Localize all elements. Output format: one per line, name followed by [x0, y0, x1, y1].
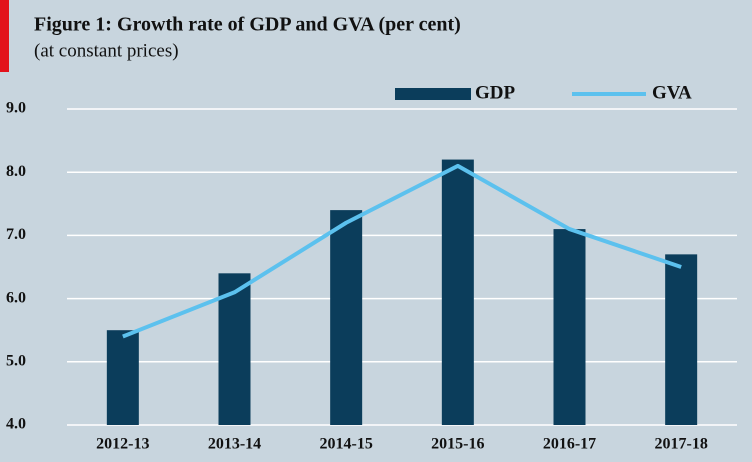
x-tick-label: 2012-13 [96, 436, 149, 453]
bar [106, 330, 139, 425]
bar [665, 254, 698, 425]
chart-title: Figure 1: Growth rate of GDP and GVA (pe… [34, 14, 461, 36]
x-tick-label: 2016-17 [543, 436, 596, 453]
legend-label: GDP [475, 82, 516, 103]
y-tick-label: 4.0 [6, 416, 26, 433]
y-tick-label: 6.0 [6, 289, 26, 306]
chart-subtitle: (at constant prices) [34, 40, 179, 61]
legend-swatch [395, 88, 471, 100]
line [122, 163, 682, 339]
legend-label: GVA [652, 82, 692, 103]
bar [330, 210, 363, 425]
y-tick-label: 5.0 [6, 352, 26, 369]
accent-bar [0, 0, 9, 72]
y-tick-label: 9.0 [6, 100, 26, 117]
x-tick-label: 2014-15 [320, 436, 373, 453]
bar [553, 229, 586, 425]
y-tick-label: 8.0 [6, 163, 26, 180]
y-tick-label: 7.0 [6, 226, 26, 243]
bar [441, 159, 474, 425]
x-tick-label: 2013-14 [208, 436, 261, 453]
x-tick-label: 2017-18 [655, 436, 708, 453]
x-tick-label: 2015-16 [431, 436, 484, 453]
